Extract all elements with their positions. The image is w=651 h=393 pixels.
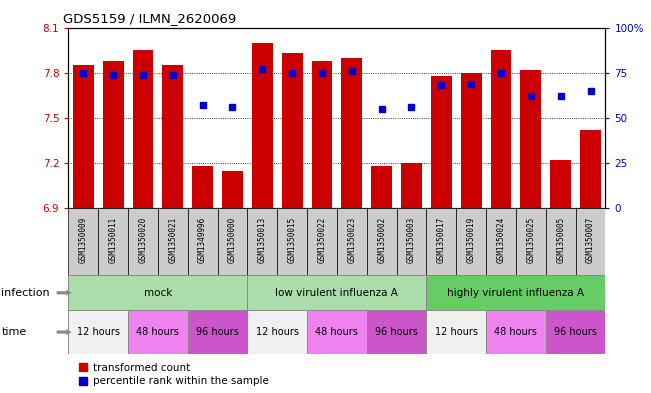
Bar (486, 208, 516, 275)
Text: 48 hours: 48 hours (137, 327, 179, 337)
Text: 96 hours: 96 hours (554, 327, 597, 337)
Bar (307, 310, 367, 354)
Bar (371, 166, 392, 208)
Bar (486, 310, 546, 354)
Text: GSM1350000: GSM1350000 (228, 217, 237, 263)
Bar (73, 65, 94, 208)
Text: GSM1350020: GSM1350020 (139, 217, 147, 263)
Text: time: time (1, 327, 27, 337)
Bar (192, 166, 213, 208)
Bar (367, 208, 396, 275)
Bar (103, 61, 124, 208)
Bar (575, 208, 605, 275)
Bar (133, 50, 154, 208)
Bar (546, 208, 575, 275)
Bar (461, 73, 482, 208)
Text: GSM1350002: GSM1350002 (377, 217, 386, 263)
Text: GSM1350011: GSM1350011 (109, 217, 118, 263)
Text: 12 hours: 12 hours (435, 327, 478, 337)
Text: GSM1349996: GSM1349996 (198, 217, 207, 263)
Bar (546, 310, 605, 354)
Bar (580, 130, 601, 208)
Text: 96 hours: 96 hours (196, 327, 239, 337)
Text: 48 hours: 48 hours (316, 327, 358, 337)
Text: GSM1350022: GSM1350022 (318, 217, 326, 263)
Text: GSM1350015: GSM1350015 (288, 217, 297, 263)
Text: 12 hours: 12 hours (256, 327, 299, 337)
Legend: transformed count, percentile rank within the sample: transformed count, percentile rank withi… (74, 359, 273, 390)
Bar (128, 208, 158, 275)
Bar (247, 208, 277, 275)
Bar (98, 208, 128, 275)
Bar (426, 275, 605, 310)
Text: GSM1350019: GSM1350019 (467, 217, 476, 263)
Text: GSM1350005: GSM1350005 (556, 217, 565, 263)
Bar (341, 58, 362, 208)
Bar (68, 208, 98, 275)
Text: GSM1350003: GSM1350003 (407, 217, 416, 263)
Bar (312, 61, 333, 208)
Text: GSM1350021: GSM1350021 (169, 217, 177, 263)
Text: GSM1350009: GSM1350009 (79, 217, 88, 263)
Text: 96 hours: 96 hours (375, 327, 418, 337)
Text: GSM1350025: GSM1350025 (527, 217, 535, 263)
Bar (187, 310, 247, 354)
Bar (307, 208, 337, 275)
Text: GDS5159 / ILMN_2620069: GDS5159 / ILMN_2620069 (63, 12, 236, 25)
Text: GSM1350007: GSM1350007 (586, 217, 595, 263)
Bar (277, 208, 307, 275)
Bar (491, 50, 512, 208)
Bar (68, 310, 128, 354)
Text: highly virulent influenza A: highly virulent influenza A (447, 288, 585, 298)
Text: GSM1350013: GSM1350013 (258, 217, 267, 263)
Bar (128, 310, 187, 354)
Bar (426, 208, 456, 275)
Bar (431, 76, 452, 208)
Text: GSM1350024: GSM1350024 (497, 217, 505, 263)
Bar (401, 163, 422, 208)
Bar (217, 208, 247, 275)
Bar (396, 208, 426, 275)
Text: 48 hours: 48 hours (495, 327, 537, 337)
Bar (367, 310, 426, 354)
Bar (252, 42, 273, 208)
Bar (516, 208, 546, 275)
Bar (247, 310, 307, 354)
Bar (456, 208, 486, 275)
Text: mock: mock (144, 288, 172, 298)
Bar (282, 53, 303, 208)
Bar (426, 310, 486, 354)
Bar (520, 70, 541, 208)
Bar (247, 275, 426, 310)
Bar (337, 208, 367, 275)
Bar (550, 160, 571, 208)
Text: 12 hours: 12 hours (77, 327, 120, 337)
Bar (222, 171, 243, 208)
Bar (158, 208, 187, 275)
Bar (187, 208, 217, 275)
Text: infection: infection (1, 288, 50, 298)
Text: GSM1350017: GSM1350017 (437, 217, 446, 263)
Bar (68, 275, 247, 310)
Text: GSM1350023: GSM1350023 (348, 217, 356, 263)
Bar (162, 65, 183, 208)
Text: low virulent influenza A: low virulent influenza A (275, 288, 398, 298)
